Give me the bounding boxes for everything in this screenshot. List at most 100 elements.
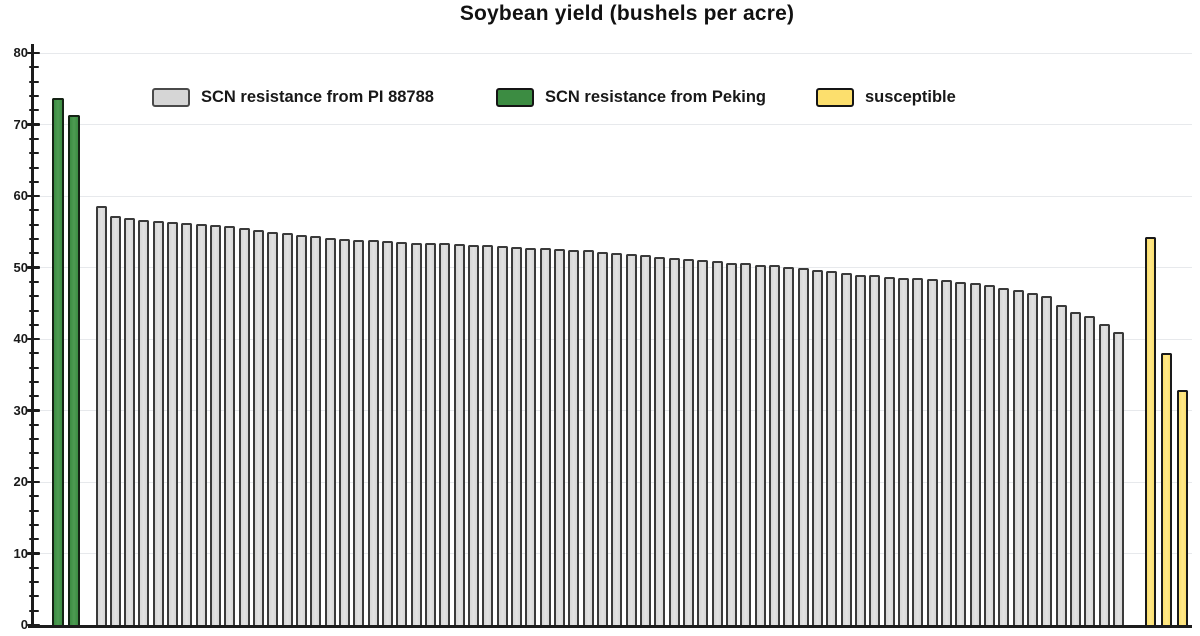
bar-pi88788-57 [897, 277, 909, 626]
y-axis-label-10: 10 [13, 545, 28, 561]
y-axis-label-0: 0 [20, 617, 28, 632]
bar-pi88788-64 [998, 287, 1010, 626]
legend-item-peking: SCN resistance from Peking [496, 86, 766, 108]
y-axis-label-70: 70 [13, 116, 28, 132]
y-major-tick-40 [27, 337, 40, 341]
y-minor-tick-64 [28, 166, 39, 169]
y-minor-tick-72 [28, 109, 39, 112]
y-axis-label-80: 80 [13, 45, 28, 61]
bar-pi88788-3 [124, 218, 136, 626]
y-minor-tick-78 [28, 66, 39, 69]
y-minor-tick-58 [28, 209, 39, 212]
bar-pi88788-58 [912, 278, 924, 626]
bar-pi88788-21 [382, 241, 394, 626]
y-minor-tick-48 [28, 280, 39, 283]
bar-pi88788-62 [969, 283, 981, 626]
bar-pi88788-55 [869, 275, 881, 626]
bar-pi88788-33 [554, 249, 566, 626]
y-minor-tick-18 [28, 495, 39, 498]
bar-pi88788-37 [611, 252, 623, 626]
bar-susceptible-2 [1161, 353, 1172, 626]
y-minor-tick-26 [28, 438, 39, 441]
bar-pi88788-39 [640, 255, 652, 626]
bar-pi88788-18 [339, 239, 351, 626]
y-minor-tick-6 [28, 581, 39, 584]
y-minor-tick-62 [28, 180, 39, 183]
bar-pi88788-29 [496, 246, 508, 626]
y-minor-tick-24 [28, 452, 39, 455]
bar-pi88788-53 [840, 272, 852, 626]
y-minor-tick-52 [28, 252, 39, 255]
bar-pi88788-19 [353, 239, 365, 626]
y-minor-tick-4 [28, 595, 39, 598]
bar-pi88788-47 [754, 264, 766, 626]
bar-pi88788-14 [281, 233, 293, 626]
bar-pi88788-50 [797, 268, 809, 626]
bar-pi88788-30 [511, 246, 523, 626]
bar-pi88788-49 [783, 266, 795, 626]
bar-pi88788-48 [769, 265, 780, 626]
bar-pi88788-70 [1084, 316, 1096, 626]
y-major-tick-80 [27, 51, 40, 55]
y-axis-label-20: 20 [13, 474, 28, 490]
legend-swatch-susceptible-icon [816, 87, 854, 107]
bar-susceptible-3 [1177, 389, 1188, 626]
y-minor-tick-16 [28, 509, 39, 512]
bar-pi88788-35 [582, 250, 594, 626]
bar-pi88788-43 [697, 260, 709, 626]
bar-pi88788-51 [812, 269, 823, 626]
bar-pi88788-13 [267, 231, 279, 626]
y-minor-tick-2 [28, 609, 39, 612]
y-major-tick-20 [27, 480, 40, 484]
bar-pi88788-22 [396, 241, 408, 626]
bar-pi88788-52 [826, 271, 838, 626]
y-major-tick-50 [27, 266, 40, 269]
y-minor-tick-8 [28, 566, 39, 569]
bar-susceptible-1 [1145, 236, 1156, 626]
bar-pi88788-59 [926, 279, 938, 626]
bar-pi88788-34 [568, 249, 580, 626]
bar-pi88788-44 [711, 261, 723, 626]
bar-pi88788-65 [1012, 290, 1024, 626]
bar-pi88788-20 [367, 240, 379, 626]
gridline-y60 [37, 195, 1192, 197]
y-minor-tick-34 [28, 380, 39, 383]
bar-pi88788-16 [310, 236, 322, 626]
y-minor-tick-76 [28, 80, 39, 83]
y-axis-label-50: 50 [13, 259, 28, 275]
legend-label-susceptible: susceptible [865, 87, 956, 106]
bar-pi88788-17 [324, 237, 336, 626]
y-axis-label-30: 30 [13, 402, 28, 418]
bar-pi88788-4 [138, 219, 150, 626]
bar-pi88788-71 [1098, 324, 1110, 626]
gridline-y80 [37, 52, 1192, 54]
y-major-tick-70 [27, 123, 40, 126]
bar-pi88788-10 [224, 226, 236, 626]
x-axis [28, 624, 1192, 628]
y-minor-tick-44 [28, 309, 39, 312]
bar-pi88788-36 [597, 251, 609, 626]
y-minor-tick-74 [28, 95, 39, 98]
bar-pi88788-11 [238, 228, 250, 626]
y-minor-tick-68 [28, 137, 39, 140]
legend-label-peking: SCN resistance from Peking [545, 87, 766, 106]
bar-pi88788-8 [195, 224, 207, 626]
y-axis-label-40: 40 [13, 331, 28, 347]
bar-pi88788-12 [253, 230, 265, 626]
bar-pi88788-28 [482, 245, 494, 626]
bar-peking-1 [52, 97, 64, 626]
bar-pi88788-66 [1026, 293, 1038, 626]
y-minor-tick-32 [28, 395, 39, 398]
y-minor-tick-28 [28, 423, 39, 426]
bar-pi88788-31 [525, 247, 537, 626]
y-axis-label-60: 60 [13, 188, 28, 204]
bar-pi88788-26 [453, 244, 465, 626]
bar-pi88788-7 [181, 222, 193, 626]
y-minor-tick-46 [28, 295, 39, 298]
bar-pi88788-23 [410, 242, 422, 626]
bar-pi88788-2 [109, 216, 121, 626]
bar-pi88788-9 [210, 224, 222, 626]
bar-pi88788-46 [740, 263, 752, 626]
bar-pi88788-61 [955, 281, 967, 626]
